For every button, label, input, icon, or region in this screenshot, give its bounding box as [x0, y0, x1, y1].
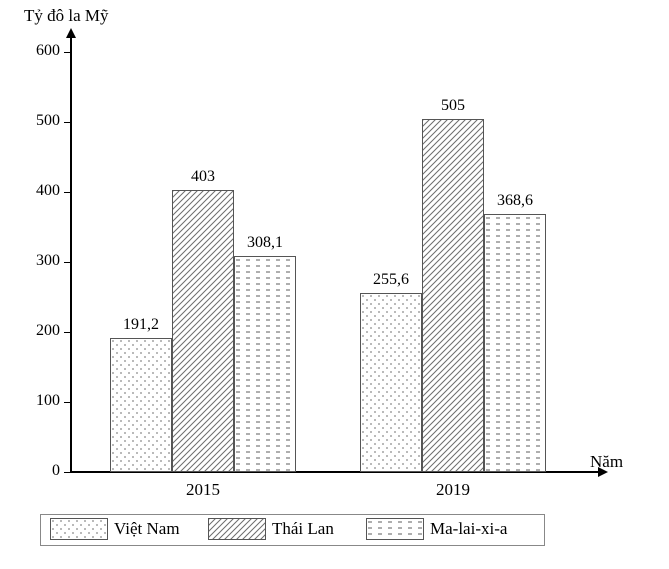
y-axis-arrow — [66, 28, 76, 38]
y-tick-label: 600 — [22, 42, 60, 60]
y-tick-label: 400 — [22, 182, 60, 200]
y-tick-label: 100 — [22, 392, 60, 410]
y-tick-label: 300 — [22, 252, 60, 270]
y-tick-label: 200 — [22, 322, 60, 340]
y-axis — [70, 34, 72, 472]
legend-item: Thái Lan — [208, 518, 334, 540]
gdp-bar-chart: Tỷ đô la Mỹ 0 100 200 300 400 500 600 191,2 403 3… — [0, 0, 669, 569]
legend-label: Thái Lan — [272, 519, 334, 539]
category-label: 2015 — [110, 480, 296, 500]
y-tick — [64, 52, 70, 53]
y-tick — [64, 332, 70, 333]
bar — [422, 119, 484, 473]
bar — [172, 190, 234, 472]
bar-value-label: 368,6 — [479, 192, 551, 210]
x-axis-title: Năm — [590, 452, 623, 472]
bar-value-label: 308,1 — [229, 234, 301, 252]
y-tick-label: 500 — [22, 112, 60, 130]
legend-swatch — [366, 518, 424, 540]
legend-swatch — [50, 518, 108, 540]
y-tick — [64, 262, 70, 263]
legend-swatch — [208, 518, 266, 540]
bar-value-label: 191,2 — [105, 316, 177, 334]
plot-area: 0100200300400500600191,2403308,12015255,… — [70, 52, 570, 472]
legend-item: Việt Nam — [50, 518, 180, 540]
y-tick — [64, 472, 70, 473]
bar — [234, 256, 296, 472]
bar — [484, 214, 546, 472]
category-label: 2019 — [360, 480, 546, 500]
y-tick — [64, 122, 70, 123]
bar-value-label: 255,6 — [355, 271, 427, 289]
legend-item: Ma-lai-xi-a — [366, 518, 507, 540]
legend-label: Việt Nam — [114, 519, 180, 539]
bar — [360, 293, 422, 472]
bar — [110, 338, 172, 472]
legend-label: Ma-lai-xi-a — [430, 519, 507, 539]
bar-value-label: 403 — [167, 168, 239, 186]
y-tick-label: 0 — [22, 462, 60, 480]
y-axis-title: Tỷ đô la Mỹ — [24, 6, 109, 26]
y-tick — [64, 402, 70, 403]
bar-value-label: 505 — [417, 97, 489, 115]
y-tick — [64, 192, 70, 193]
